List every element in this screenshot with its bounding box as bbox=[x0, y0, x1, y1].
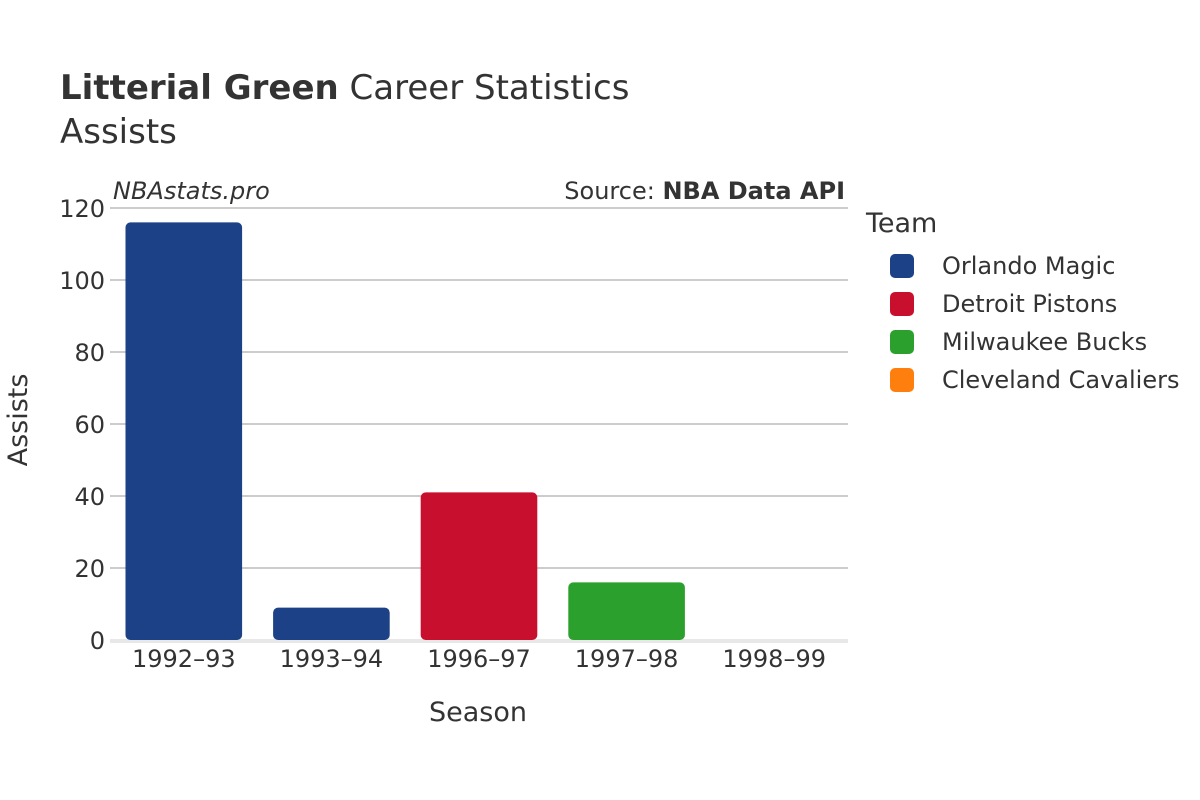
legend-item: Detroit Pistons bbox=[866, 285, 1179, 323]
y-tick-label: 120 bbox=[59, 195, 105, 223]
y-tick-label: 20 bbox=[74, 555, 105, 583]
legend-item: Milwaukee Bucks bbox=[866, 323, 1179, 361]
legend-swatch bbox=[890, 254, 914, 278]
y-tick-label: 40 bbox=[74, 483, 105, 511]
y-tick-label: 0 bbox=[90, 627, 105, 655]
player-name: Litterial Green bbox=[60, 68, 339, 108]
bar bbox=[125, 222, 243, 640]
brand-watermark: NBAstats.pro bbox=[113, 177, 270, 205]
legend-title: Team bbox=[866, 208, 938, 239]
legend-label: Detroit Pistons bbox=[942, 290, 1118, 318]
x-tick-label: 1998–99 bbox=[722, 645, 826, 673]
y-axis-label: Assists bbox=[3, 374, 34, 467]
x-tick-label: 1993–94 bbox=[280, 645, 384, 673]
legend-label: Cleveland Cavaliers bbox=[942, 366, 1180, 394]
x-tick-label: 1997–98 bbox=[575, 645, 679, 673]
y-axis-ticks: 0 20 40 60 80 100 120 bbox=[59, 195, 105, 655]
chart-title: Litterial Green Career Statistics bbox=[60, 68, 629, 108]
y-tick-label: 60 bbox=[74, 411, 105, 439]
x-axis-label: Season bbox=[429, 697, 527, 728]
y-tick-label: 100 bbox=[59, 267, 105, 295]
source-prefix: Source: bbox=[564, 177, 663, 205]
legend-items: Orlando Magic Detroit Pistons Milwaukee Bu… bbox=[866, 247, 1179, 399]
x-axis-ticks: 1992–93 1993–94 1996–97 1997–98 1998–99 bbox=[132, 645, 826, 673]
title-suffix: Career Statistics bbox=[338, 68, 630, 108]
legend-label: Orlando Magic bbox=[942, 252, 1116, 280]
source-name: NBA Data API bbox=[662, 177, 845, 205]
bar bbox=[420, 492, 538, 640]
legend-label: Milwaukee Bucks bbox=[942, 328, 1148, 356]
bars bbox=[125, 222, 685, 640]
x-tick-label: 1996–97 bbox=[427, 645, 531, 673]
y-tick-label: 80 bbox=[74, 339, 105, 367]
legend-item: Orlando Magic bbox=[866, 247, 1179, 285]
chart-subtitle: Assists bbox=[60, 112, 177, 152]
bar bbox=[568, 582, 685, 640]
bar bbox=[273, 607, 390, 640]
source-credit: Source: NBA Data API bbox=[564, 177, 845, 205]
legend-swatch bbox=[890, 330, 914, 354]
legend-swatch bbox=[890, 368, 914, 392]
legend-swatch bbox=[890, 292, 914, 316]
legend-item: Cleveland Cavaliers bbox=[866, 361, 1179, 399]
x-tick-label: 1992–93 bbox=[132, 645, 236, 673]
legend: Team Orlando Magic Detroit Pistons Milwauk… bbox=[866, 208, 1179, 399]
